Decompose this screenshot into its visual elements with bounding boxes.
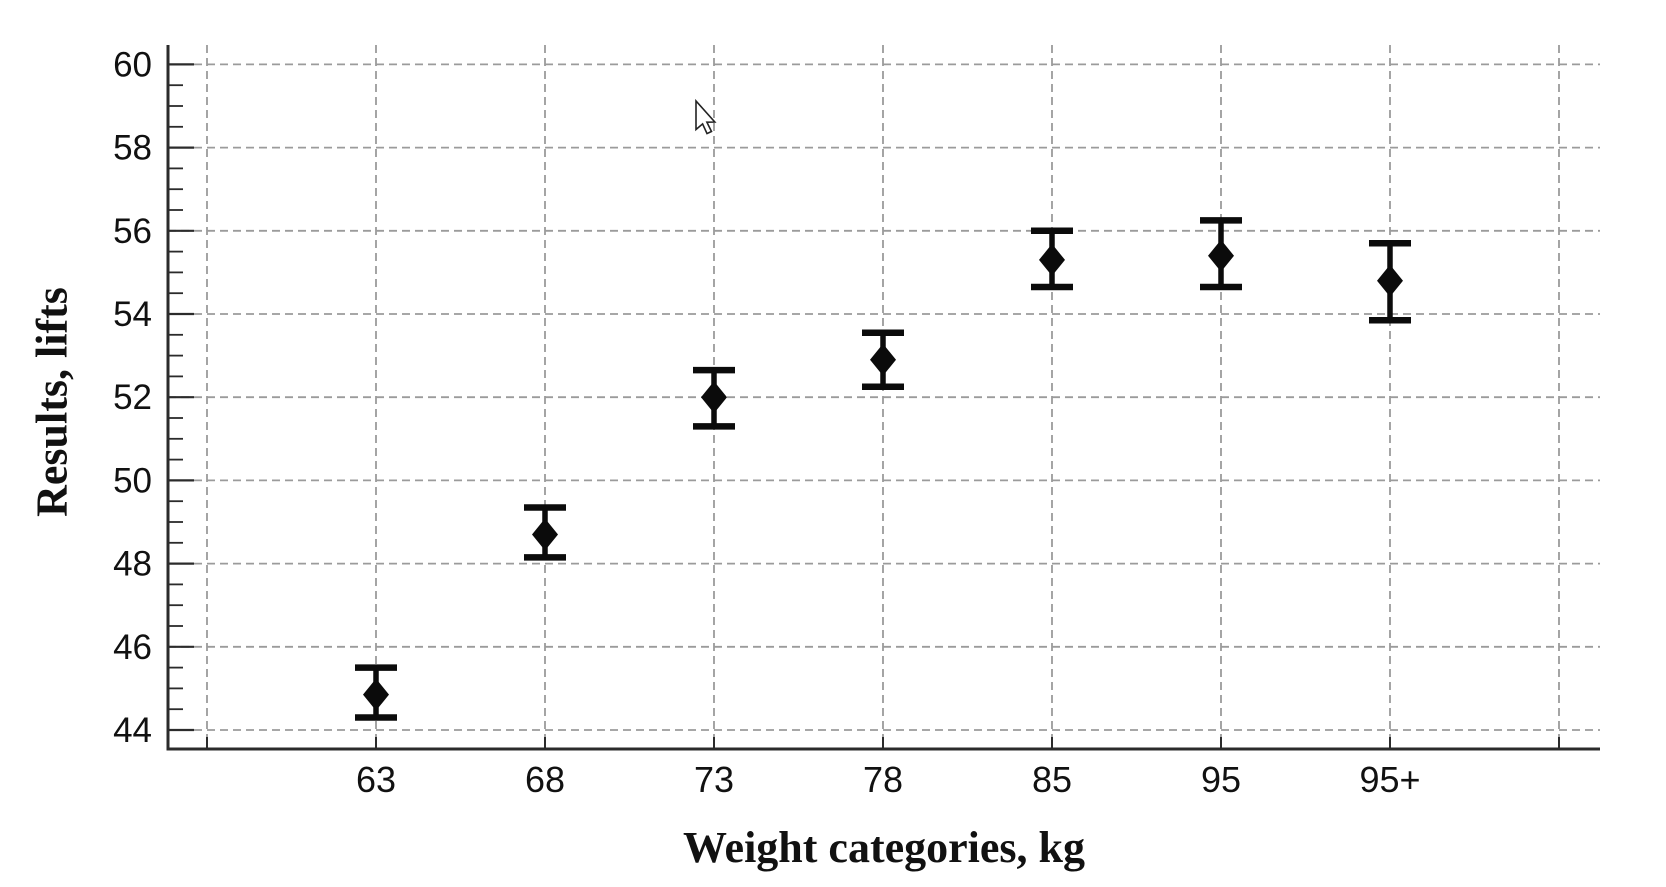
y-tick-label: 48 xyxy=(113,545,152,584)
mouse-cursor-icon xyxy=(695,98,717,135)
y-axis-title: Results, lifts xyxy=(27,287,77,517)
x-axis-title: Weight categories, kg xyxy=(682,823,1086,872)
x-tick-label: 95+ xyxy=(1359,759,1420,800)
data-point-diamond xyxy=(363,678,389,711)
data-point-diamond xyxy=(701,381,727,414)
data-point-diamond xyxy=(532,518,558,551)
y-tick-label: 46 xyxy=(113,628,152,667)
x-tick-label: 73 xyxy=(694,759,734,800)
x-tick-label: 68 xyxy=(525,759,565,800)
y-tick-label: 54 xyxy=(113,295,152,334)
x-tick-label: 63 xyxy=(356,759,396,800)
data-point-diamond xyxy=(1208,239,1234,272)
y-tick-label: 60 xyxy=(113,45,152,84)
data-point-diamond xyxy=(1039,243,1065,276)
y-tick-label: 58 xyxy=(113,129,152,168)
x-tick-label: 95 xyxy=(1201,759,1241,800)
x-tick-label: 78 xyxy=(863,759,903,800)
data-point-diamond xyxy=(870,343,896,376)
y-tick-label: 52 xyxy=(113,378,152,417)
y-tick-label: 50 xyxy=(113,461,152,500)
x-tick-label: 85 xyxy=(1032,759,1072,800)
data-point-diamond xyxy=(1377,264,1403,297)
y-tick-label: 44 xyxy=(113,711,152,750)
y-tick-label: 56 xyxy=(113,212,152,251)
